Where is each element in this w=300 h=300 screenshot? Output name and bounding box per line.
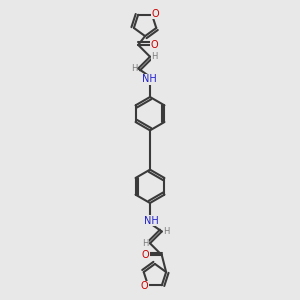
Text: H: H xyxy=(163,227,169,236)
Text: H: H xyxy=(142,239,149,248)
Text: O: O xyxy=(151,40,158,50)
Text: H: H xyxy=(151,52,158,61)
Text: H: H xyxy=(131,64,137,73)
Text: O: O xyxy=(141,281,148,291)
Text: NH: NH xyxy=(144,216,158,226)
Text: NH: NH xyxy=(142,74,156,84)
Text: O: O xyxy=(152,9,159,19)
Text: O: O xyxy=(142,250,149,260)
